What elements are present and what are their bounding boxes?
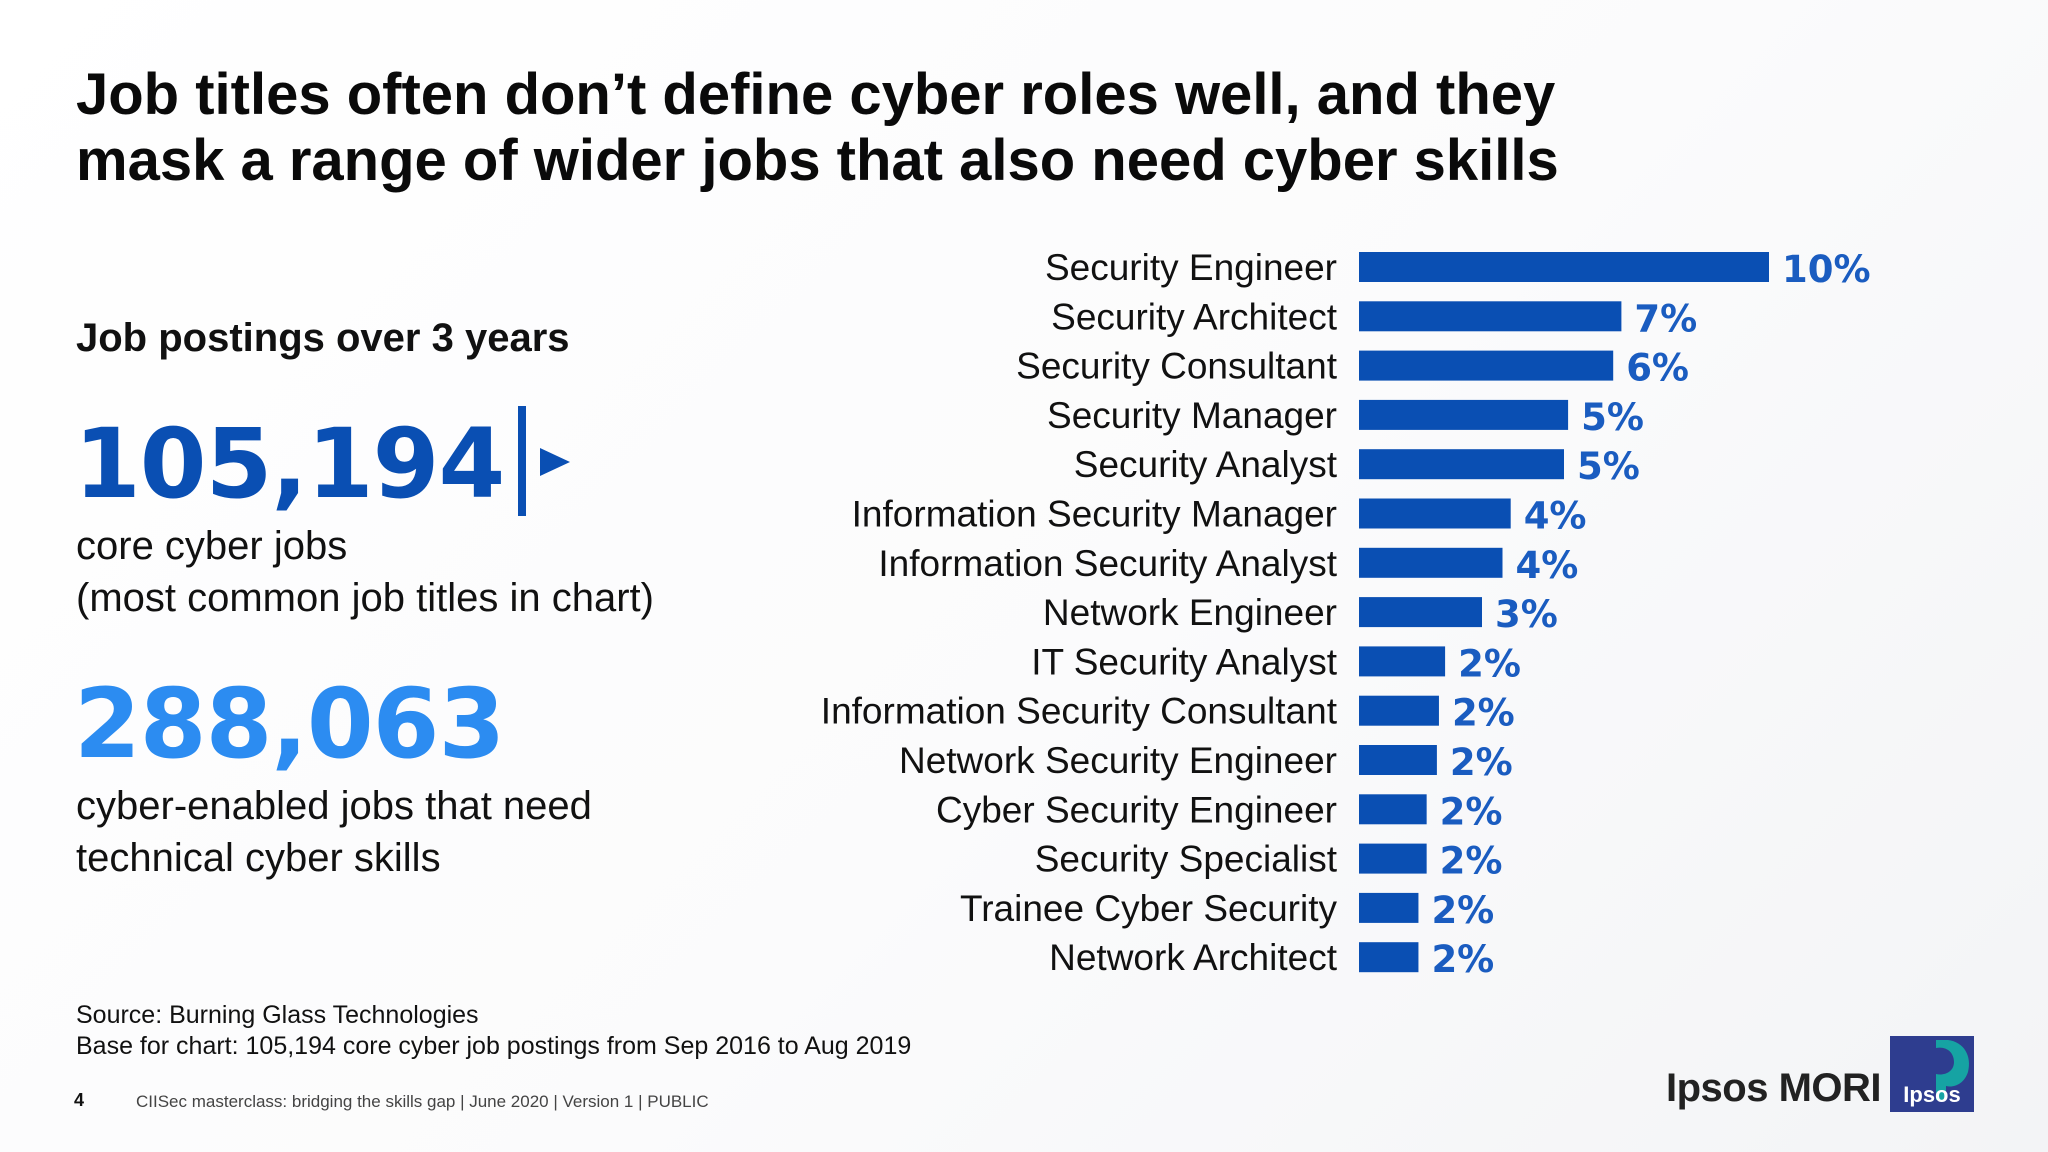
bar xyxy=(1359,843,1427,874)
page-number: 4 xyxy=(74,1090,85,1110)
pointer-arrow-icon xyxy=(518,406,570,516)
footer-text: CIISec masterclass: bridging the skills … xyxy=(136,1092,709,1111)
bar xyxy=(1359,350,1614,381)
core-jobs-desc-line-2: (most common job titles in chart) xyxy=(76,576,654,620)
cyber-enabled-jobs-number: 288,063 xyxy=(74,668,505,780)
bar xyxy=(1359,252,1769,282)
category-label: Security Analyst xyxy=(1074,444,1338,485)
category-label: Network Security Engineer xyxy=(899,740,1337,781)
core-jobs-desc-line-1: core cyber jobs xyxy=(76,524,348,568)
category-label: Security Architect xyxy=(1051,296,1338,337)
bar xyxy=(1359,399,1569,430)
bar xyxy=(1359,597,1482,628)
bar xyxy=(1359,892,1419,923)
bar xyxy=(1359,547,1503,578)
source-line-2: Base for chart: 105,194 core cyber job p… xyxy=(76,1032,912,1060)
bar-value-label: 7% xyxy=(1634,297,1697,340)
job-postings-subhead: Job postings over 3 years xyxy=(76,316,570,360)
core-jobs-number: 105,194 xyxy=(74,408,505,520)
category-label: Network Architect xyxy=(1049,937,1338,978)
cyber-enabled-description: cyber-enabled jobs that need technical c… xyxy=(76,780,592,884)
bar-value-label: 2% xyxy=(1450,741,1513,784)
bar-value-label: 2% xyxy=(1458,642,1521,685)
bar xyxy=(1359,301,1622,332)
bar xyxy=(1359,498,1511,529)
bar-value-label: 4% xyxy=(1516,544,1579,587)
source-line-1: Source: Burning Glass Technologies xyxy=(76,1001,479,1029)
bar-value-label: 2% xyxy=(1431,938,1494,981)
category-label: Security Engineer xyxy=(1045,247,1337,288)
category-label: IT Security Analyst xyxy=(1031,641,1337,682)
category-label: Trainee Cyber Security xyxy=(960,888,1337,929)
core-jobs-description: core cyber jobs (most common job titles … xyxy=(76,520,654,624)
bar-value-label: 2% xyxy=(1431,889,1494,932)
bar xyxy=(1359,695,1439,726)
bar-value-label: 2% xyxy=(1440,840,1503,883)
category-label: Information Security Analyst xyxy=(878,543,1337,584)
ipsos-logo-icon: Ipsos xyxy=(1890,1036,1974,1112)
category-label: Information Security Manager xyxy=(852,494,1337,535)
bar-value-label: 5% xyxy=(1581,396,1644,439)
bar xyxy=(1359,646,1446,677)
bar xyxy=(1359,942,1419,973)
category-label: Security Specialist xyxy=(1035,839,1338,880)
title-line-2: mask a range of wider jobs that also nee… xyxy=(76,128,1559,193)
bar-value-label: 10% xyxy=(1782,248,1871,291)
bar-value-label: 6% xyxy=(1626,347,1689,390)
page-title: Job titles often don’t define cyber role… xyxy=(76,62,1776,194)
category-label: Information Security Consultant xyxy=(821,691,1338,732)
bar-value-label: 5% xyxy=(1577,445,1640,488)
bar-value-label: 3% xyxy=(1495,593,1558,636)
bar xyxy=(1359,794,1427,825)
category-label: Security Manager xyxy=(1047,395,1337,436)
cyber-enabled-desc-line-2: technical cyber skills xyxy=(76,836,441,880)
cyber-enabled-desc-line-1: cyber-enabled jobs that need xyxy=(76,784,592,828)
category-label: Security Consultant xyxy=(1016,346,1338,387)
logo-text: Ipsos xyxy=(1903,1082,1960,1107)
bar xyxy=(1359,745,1437,775)
bar-value-label: 2% xyxy=(1452,692,1515,735)
bar xyxy=(1359,449,1564,480)
title-line-1: Job titles often don’t define cyber role… xyxy=(76,62,1556,127)
category-label: Network Engineer xyxy=(1043,592,1337,633)
category-label: Cyber Security Engineer xyxy=(936,789,1337,830)
source-note: Source: Burning Glass Technologies Base … xyxy=(76,1000,911,1062)
bar-value-label: 4% xyxy=(1524,495,1587,538)
brand-name: Ipsos MORI xyxy=(1666,1066,1882,1110)
bar-value-label: 2% xyxy=(1440,790,1503,833)
